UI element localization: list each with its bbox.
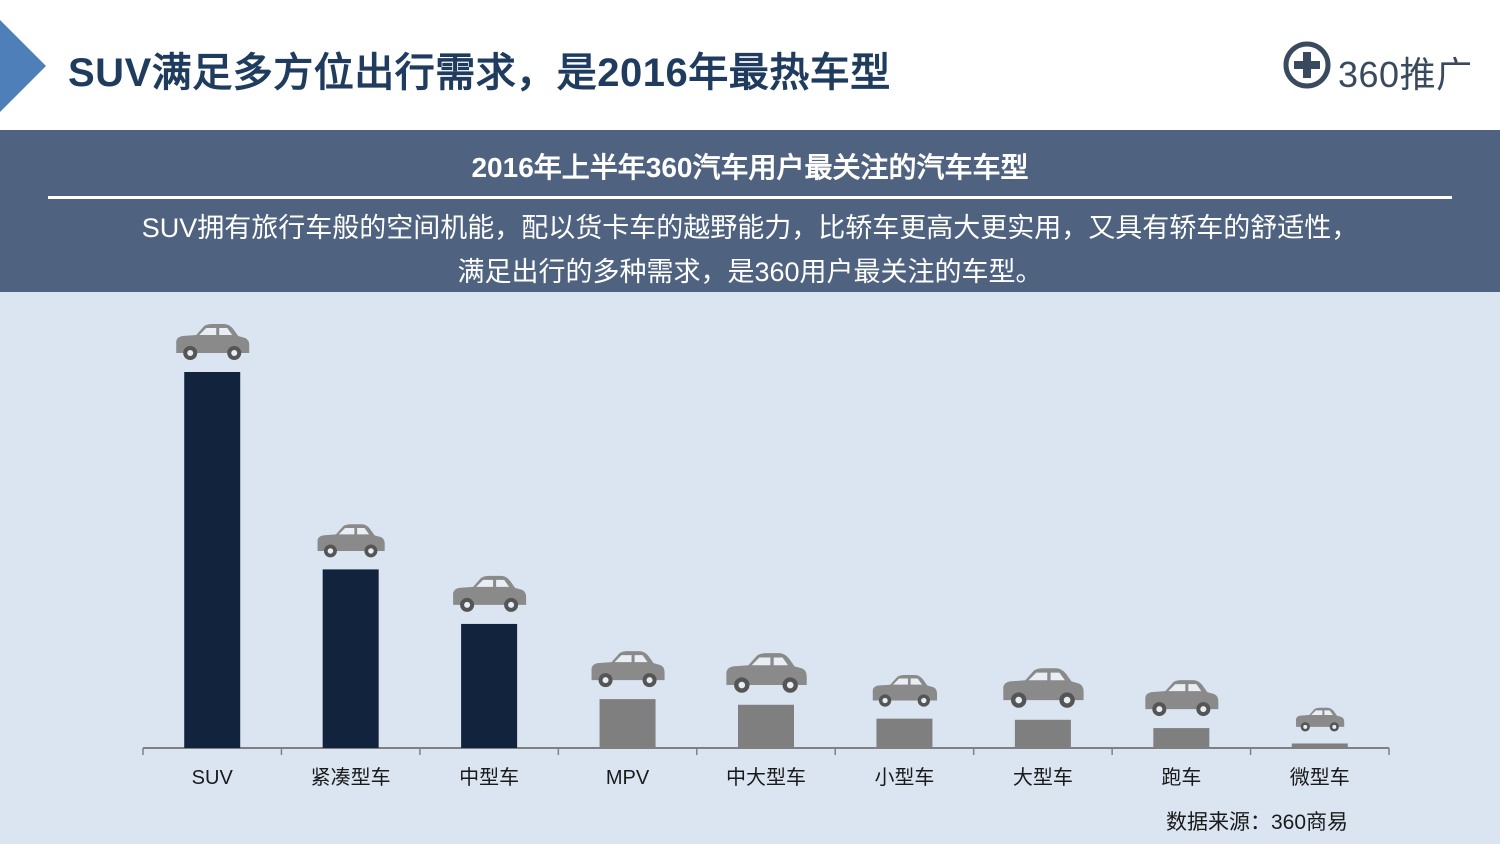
logo-text: 360推广 xyxy=(1338,54,1473,95)
mini-car-icon xyxy=(1296,707,1345,732)
bar-4 xyxy=(599,699,656,748)
bar-7 xyxy=(1014,719,1071,748)
x-tick-label: 小型车 xyxy=(874,766,934,789)
x-tick-label: 中大型车 xyxy=(726,766,806,789)
convertible-car-icon xyxy=(1145,680,1219,717)
data-source: 数据来源：360商易 xyxy=(1166,811,1349,834)
bar-1 xyxy=(184,372,241,748)
suv-car-icon xyxy=(176,324,250,360)
bar-2 xyxy=(322,569,379,748)
chart-area: SUV 紧凑型车 中型车 MPV 中大型车 小型车 大型车 跑车 微型车 数据来源：360商易 xyxy=(0,292,1500,844)
x-tick-label: 紧凑型车 xyxy=(311,766,391,789)
plus-circle-logo-icon xyxy=(1283,41,1331,89)
hatchback-car-icon xyxy=(872,674,938,707)
x-tick-label: 大型车 xyxy=(1013,766,1073,789)
x-tick-label: 跑车 xyxy=(1161,766,1201,789)
bar-9 xyxy=(1291,743,1348,748)
large-sedan-icon xyxy=(1003,668,1084,708)
bar-8 xyxy=(1153,728,1210,748)
mpv-car-icon xyxy=(591,651,665,688)
logo: 360推广 xyxy=(1282,40,1482,95)
sedan-car-icon xyxy=(453,575,527,612)
full-size-sedan-icon xyxy=(726,653,807,693)
x-tick-label: SUV xyxy=(192,767,234,789)
bar-6 xyxy=(876,718,933,748)
banner-divider xyxy=(48,196,1452,199)
arrow-decoration-icon xyxy=(0,20,46,112)
x-tick-label: MPV xyxy=(606,767,650,789)
banner-description: SUV拥有旅行车般的空间机能，配以货卡车的越野能力，比轿车更高大更实用，又具有轿… xyxy=(60,206,1440,294)
bar-3 xyxy=(461,623,518,748)
chart-banner: 2016年上半年360汽车用户最关注的汽车车型 SUV拥有旅行车般的空间机能，配… xyxy=(0,130,1500,292)
x-tick-label: 中型车 xyxy=(459,766,519,789)
banner-title: 2016年上半年360汽车用户最关注的汽车车型 xyxy=(471,152,1029,183)
bar-chart: SUV 紧凑型车 中型车 MPV 中大型车 小型车 大型车 跑车 微型车 xyxy=(142,324,1390,789)
x-tick-label: 微型车 xyxy=(1290,766,1350,789)
bar-5 xyxy=(738,704,794,748)
banner-desc-line1: SUV拥有旅行车般的空间机能，配以货卡车的越野能力，比轿车更高大更实用，又具有轿… xyxy=(141,213,1359,243)
header: SUV满足多方位出行需求，是2016年最热车型 360推广 xyxy=(0,0,1500,130)
page-title: SUV满足多方位出行需求，是2016年最热车型 xyxy=(68,51,891,95)
banner-desc-line2: 满足出行的多种需求，是360用户最关注的车型。 xyxy=(457,257,1043,287)
compact-car-icon xyxy=(317,524,385,558)
